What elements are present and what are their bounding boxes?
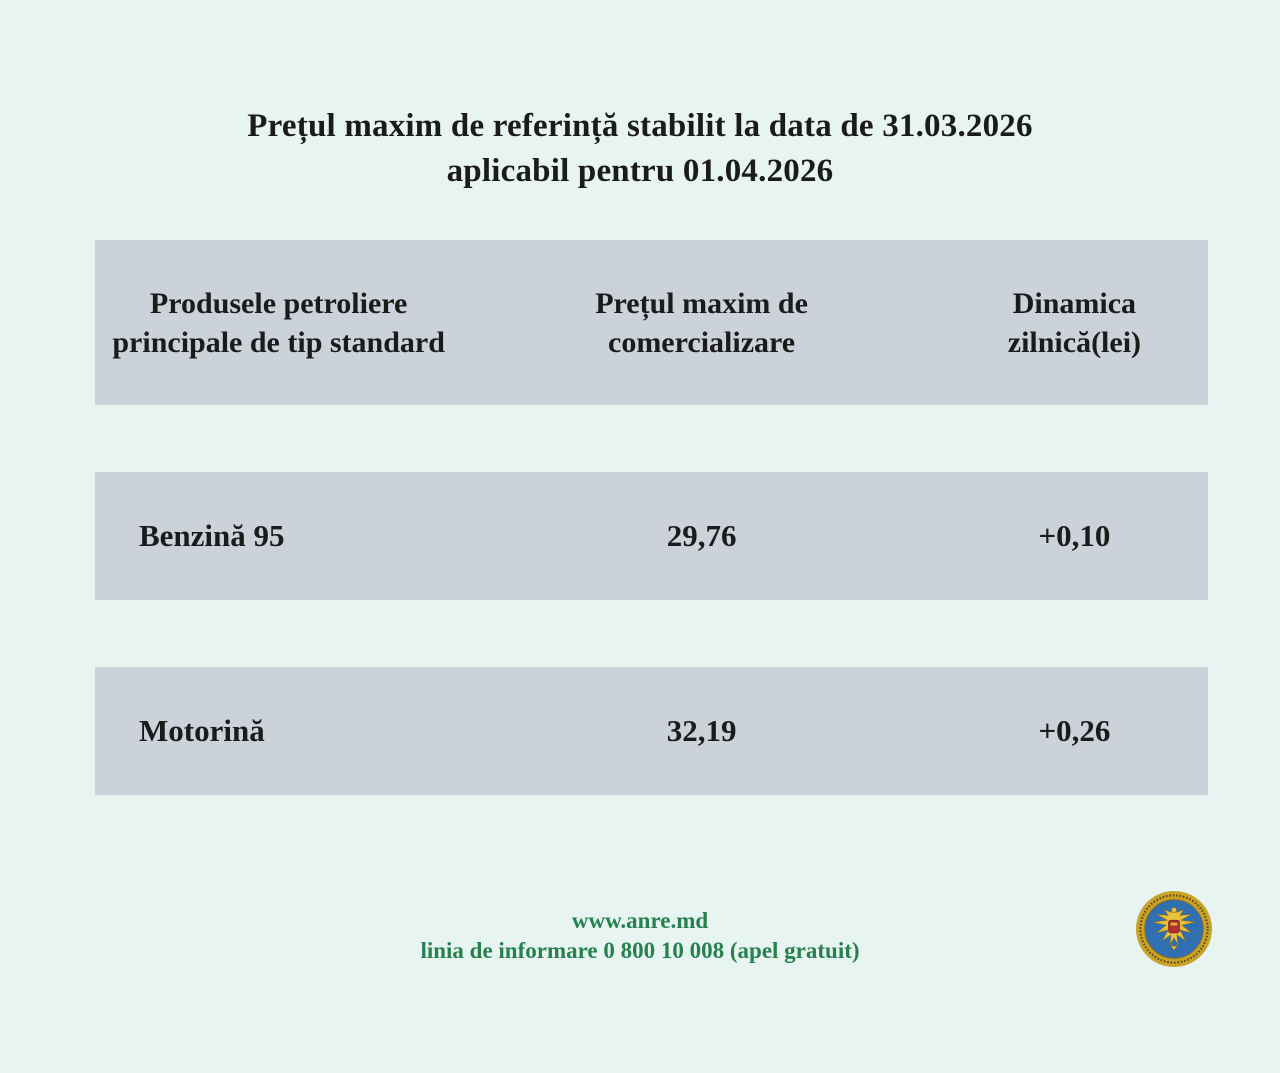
page-title-line-2: aplicabil pentru 01.04.2026 <box>446 152 834 189</box>
header-product-label: Produsele petroliere principale de tip s… <box>112 286 445 359</box>
table-row-benzina-95: Benzină 95 29,76 +0,10 <box>95 472 1208 600</box>
header-price-column: Prețul maxim de comercializare <box>462 240 941 405</box>
product-name: Benzină 95 <box>139 517 285 553</box>
header-dynamic-column: Dinamica zilnică(lei) <box>941 240 1208 405</box>
page-title: Prețul maxim de referință stabilit la da… <box>0 104 1280 193</box>
header-dynamic-label: Dinamica zilnică(lei) <box>1007 286 1142 359</box>
dynamic-value: +0,10 <box>1038 517 1111 553</box>
page-title-line-1: Prețul maxim de referință stabilit la da… <box>247 108 1033 144</box>
footer-website: www.anre.md <box>571 908 709 933</box>
price-cell: 32,19 <box>462 667 941 795</box>
product-name-cell: Benzină 95 <box>95 472 462 600</box>
price-cell: 29,76 <box>462 472 941 600</box>
header-price-label: Prețul maxim de comercializare <box>595 286 808 359</box>
anre-state-emblem-icon <box>1135 890 1213 968</box>
product-name-cell: Motorină <box>95 667 462 795</box>
anre-state-emblem-logo <box>1135 890 1213 968</box>
dynamic-cell: +0,10 <box>941 472 1208 600</box>
price-value: 32,19 <box>666 712 737 748</box>
dynamic-value: +0,26 <box>1038 712 1111 748</box>
dynamic-cell: +0,26 <box>941 667 1208 795</box>
table-row-motorina: Motorină 32,19 +0,26 <box>95 667 1208 795</box>
price-value: 29,76 <box>666 517 737 553</box>
product-name: Motorină <box>139 712 265 748</box>
header-product-column: Produsele petroliere principale de tip s… <box>95 240 462 405</box>
table-header-row: Produsele petroliere principale de tip s… <box>95 240 1208 405</box>
footer-info-line: linia de informare 0 800 10 008 (apel gr… <box>420 938 860 964</box>
footer: www.anre.md linia de informare 0 800 10 … <box>0 906 1280 967</box>
